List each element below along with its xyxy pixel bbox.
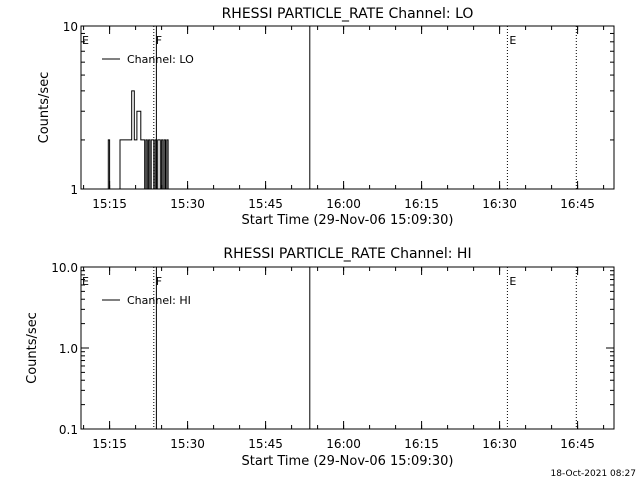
- chart-panel-hi: RHESSI PARTICLE_RATE Channel: HI 15:15 15:…: [25, 246, 615, 469]
- chart-title: RHESSI PARTICLE_RATE Channel: LO: [222, 6, 474, 22]
- y-axis-title: Counts/sec: [37, 72, 52, 144]
- x-tick-label: 15:15: [92, 197, 127, 211]
- y-tick-label: 10: [63, 20, 78, 34]
- plot-timestamp: 18-Oct-2021 08:27: [551, 469, 636, 479]
- x-tick-label: 16:45: [560, 197, 595, 211]
- x-tick-label: 16:15: [404, 437, 439, 451]
- x-tick-label: 16:45: [560, 437, 595, 451]
- y-axis-title: Counts/sec: [25, 312, 40, 384]
- flag-label: E: [509, 34, 516, 47]
- flag-label: E: [509, 275, 516, 288]
- x-tick-label: 16:15: [404, 197, 439, 211]
- x-axis-title: Start Time (29-Nov-06 15:09:30): [242, 213, 454, 228]
- flag-label: F: [156, 275, 162, 288]
- x-tick-label: 15:45: [248, 437, 283, 451]
- plot-frame: [80, 266, 615, 430]
- x-tick-label: 15:45: [248, 197, 283, 211]
- x-tick-label: 15:30: [170, 197, 205, 211]
- flag-label: E: [82, 34, 89, 47]
- x-axis-title: Start Time (29-Nov-06 15:09:30): [242, 454, 454, 469]
- y-tick-label: 0.1: [59, 423, 78, 437]
- legend-label: Channel: LO: [127, 53, 194, 66]
- chart-panel-lo: RHESSI PARTICLE_RATE Channel: LO 15:15 15:…: [37, 6, 615, 228]
- x-tick-label: 15:15: [92, 437, 127, 451]
- flag-label: F: [156, 34, 162, 47]
- y-tick-label: 1.0: [59, 342, 78, 356]
- chart-title: RHESSI PARTICLE_RATE Channel: HI: [223, 246, 471, 262]
- series-line-lo: [107, 90, 169, 190]
- flag-label: E: [82, 275, 89, 288]
- y-tick-label: 1: [70, 183, 78, 197]
- legend-label: Channel: HI: [127, 294, 191, 307]
- plot-frame: [80, 25, 615, 190]
- x-tick-label: 16:30: [482, 197, 517, 211]
- x-tick-label: 16:00: [326, 437, 361, 451]
- x-tick-label: 15:30: [170, 437, 205, 451]
- y-tick-label: 10.0: [51, 261, 78, 275]
- x-tick-label: 16:00: [326, 197, 361, 211]
- x-tick-label: 16:30: [482, 437, 517, 451]
